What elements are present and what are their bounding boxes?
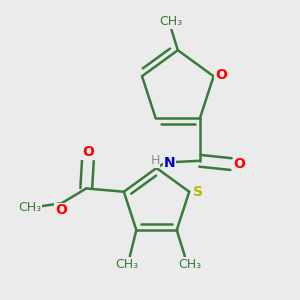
Text: O: O xyxy=(82,146,94,160)
Text: N: N xyxy=(164,156,175,170)
Text: S: S xyxy=(194,185,203,199)
Text: CH₃: CH₃ xyxy=(160,15,183,28)
Text: O: O xyxy=(233,157,245,171)
Text: O: O xyxy=(215,68,227,82)
Text: H: H xyxy=(150,154,160,167)
Text: CH₃: CH₃ xyxy=(115,258,138,271)
Text: CH₃: CH₃ xyxy=(19,201,42,214)
Text: CH₃: CH₃ xyxy=(178,258,201,271)
Text: O: O xyxy=(55,203,67,218)
